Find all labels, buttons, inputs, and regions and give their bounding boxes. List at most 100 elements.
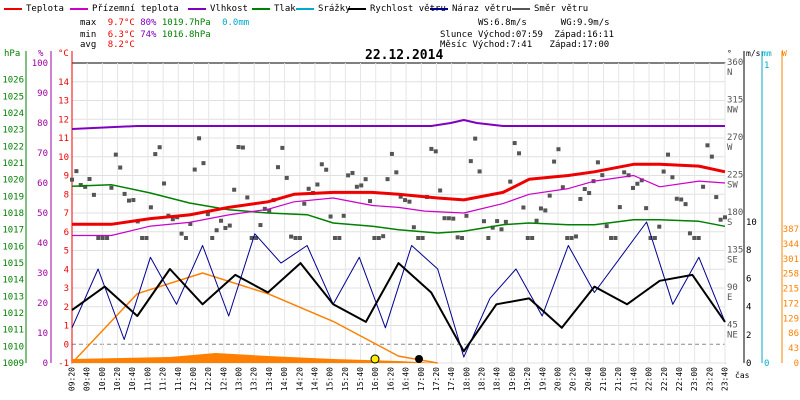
wind-tick-label: 6	[746, 274, 751, 284]
x-tick-label: 20:00	[553, 367, 562, 391]
x-tick-label: 10:20	[113, 367, 122, 391]
stats-max: max 9.7°C 80% 1019.7hPa 0.0mm	[80, 18, 250, 28]
wind-direction-point	[464, 213, 469, 218]
wind-direction-point	[302, 201, 307, 206]
wind-direction-point	[280, 145, 285, 150]
wind-direction-point	[170, 217, 175, 222]
x-tick-label: 13:40	[265, 367, 274, 391]
direction-compass-label: SW	[727, 181, 738, 191]
wind-direction-point	[350, 170, 355, 175]
direction-tick-label: 135	[727, 246, 743, 256]
pressure-tick-label: 1011	[2, 326, 24, 336]
wind-direction-point	[569, 236, 574, 240]
x-tick-label: 14:00	[280, 367, 289, 391]
wind-direction-point	[398, 194, 403, 199]
wind-direction-point	[385, 177, 390, 182]
wind-direction-point	[644, 206, 649, 211]
wind-direction-point	[600, 173, 605, 178]
wind-direction-point	[91, 192, 96, 197]
legend-label: Tlak	[274, 4, 296, 14]
wind-direction-point	[328, 214, 333, 219]
legend-swatch	[430, 7, 448, 10]
wind-direction-point	[407, 199, 412, 204]
wind-direction-point	[232, 187, 237, 192]
x-tick-label: 21:00	[599, 367, 608, 391]
wind-direction-point	[275, 165, 280, 170]
wind-direction-point	[210, 236, 215, 240]
x-tick-label: 18:40	[493, 367, 502, 391]
pressure-line	[71, 183, 726, 234]
wind-direction-point	[657, 224, 662, 229]
temp-tick-label: 6	[64, 228, 69, 238]
solar-tick-label: 215	[783, 285, 799, 295]
wind-direction-point	[144, 236, 149, 240]
direction-tick-label: 225	[727, 171, 743, 181]
wind-direction-point	[573, 234, 578, 239]
wind-direction-point	[714, 195, 719, 200]
wind-direction-point	[639, 178, 644, 183]
wind-speed-line	[71, 262, 726, 353]
legend-label: Srážky	[318, 4, 351, 14]
legend-item: Směr větru	[512, 4, 588, 14]
legend-item: Vlhkost	[188, 4, 248, 14]
x-tick-label: 15:40	[356, 367, 365, 391]
wind-direction-point	[468, 159, 473, 164]
wind-direction-point	[122, 191, 127, 196]
wind-direction-point	[613, 236, 618, 240]
wind-direction-point	[609, 236, 614, 240]
wind-direction-point	[140, 236, 145, 240]
pressure-tick-label: 1018	[2, 209, 24, 219]
direction-tick-label: 180	[727, 208, 743, 218]
pressure-tick-label: 1017	[2, 226, 24, 236]
legend-swatch	[252, 7, 270, 10]
solar-curve	[71, 272, 438, 364]
legend-swatch	[4, 7, 22, 10]
wind-direction-point	[556, 147, 561, 152]
wind-direction-point	[131, 198, 136, 203]
wind-direction-point	[446, 216, 451, 221]
wind-direction-point	[126, 198, 131, 203]
pressure-tick-label: 1013	[2, 292, 24, 302]
x-tick-label: 23:20	[705, 367, 714, 391]
wind-direction-point	[692, 236, 697, 240]
wind-direction-point	[118, 165, 123, 170]
x-tick-label: 10:00	[98, 367, 107, 391]
pressure-tick-label: 1016	[2, 242, 24, 252]
solar-tick-label: 129	[783, 314, 799, 324]
wind-direction-point	[534, 218, 539, 223]
x-tick-label: 10:40	[128, 367, 137, 391]
wind-direction-point	[148, 205, 153, 210]
temp-tick-label: 7	[64, 209, 69, 219]
legend-swatch	[70, 7, 88, 10]
temp-tick-label: 0	[64, 340, 69, 350]
wind-direction-point	[635, 181, 640, 186]
solar-area	[72, 353, 438, 363]
humidity-tick-label: 80	[37, 119, 48, 129]
pressure-tick-label: 1009	[2, 359, 24, 369]
humidity-tick-label: 100	[32, 59, 48, 69]
humidity-unit: %	[38, 49, 44, 59]
temp-tick-label: 12	[58, 115, 69, 125]
x-tick-label: 11:20	[159, 367, 168, 391]
wind-gust-line	[71, 221, 726, 358]
pressure-unit: hPa	[4, 49, 20, 59]
wind-direction-point	[429, 146, 434, 151]
x-tick-label: 14:40	[310, 367, 319, 391]
wind-direction-point	[109, 185, 114, 190]
legend-label: Vlhkost	[210, 4, 248, 14]
wind-direction-point	[372, 236, 377, 240]
x-tick-label: 19:40	[538, 367, 547, 391]
wind-direction-point	[701, 184, 706, 189]
pressure-tick-label: 1023	[2, 126, 24, 136]
pressure-tick-label: 1014	[2, 276, 24, 286]
wind-direction-point	[197, 136, 202, 141]
wind-direction-point	[267, 208, 272, 213]
pressure-tick-label: 1010	[2, 342, 24, 352]
wind-direction-point	[460, 236, 465, 240]
x-tick-label: 21:20	[614, 367, 623, 391]
solar-tick-label: 86	[788, 329, 799, 339]
legend-label: Náraz větru	[452, 4, 512, 14]
legend-item: Přízemní teplota	[70, 4, 179, 14]
temp-tick-label: 13	[58, 97, 69, 107]
direction-tick-label: 45	[727, 321, 738, 331]
